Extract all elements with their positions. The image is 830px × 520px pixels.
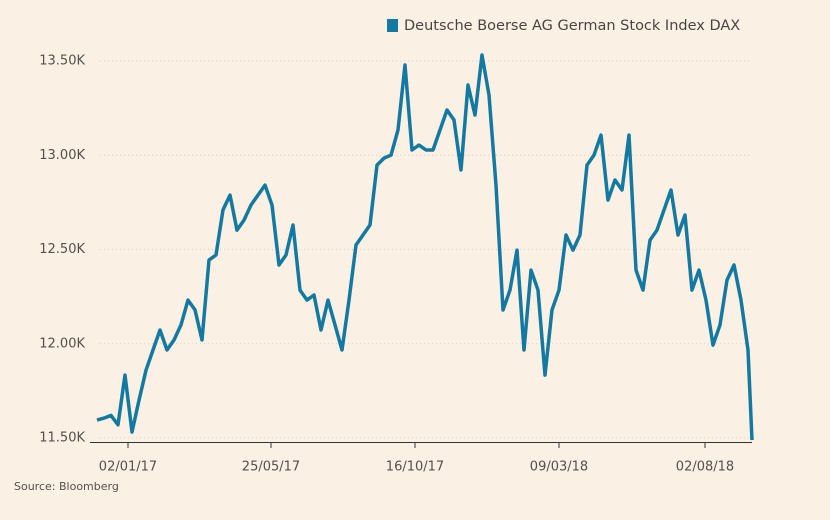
legend-label: Deutsche Boerse AG German Stock Index DA…	[404, 18, 740, 34]
source-note: Source: Bloomberg	[14, 480, 119, 493]
y-tick-label: 13.50K	[39, 54, 85, 69]
y-tick-label: 12.00K	[39, 336, 85, 351]
data-line	[96, 53, 754, 441]
x-tick-label: 02/08/18	[676, 460, 734, 475]
legend-swatch	[387, 19, 398, 32]
x-tick-label: 02/01/17	[99, 460, 157, 475]
x-tick-label: 25/05/17	[242, 460, 300, 475]
y-tick-label: 11.50K	[39, 431, 85, 446]
x-tick-label: 16/10/17	[386, 460, 444, 475]
x-tick-label: 09/03/18	[530, 460, 588, 475]
y-tick-label: 12.50K	[39, 242, 85, 257]
y-tick-label: 13.00K	[39, 148, 85, 163]
